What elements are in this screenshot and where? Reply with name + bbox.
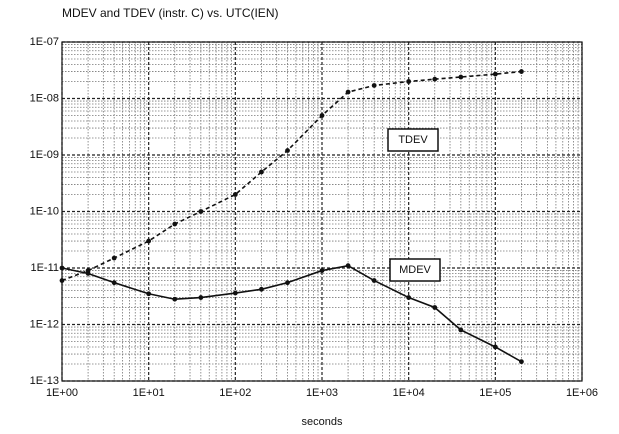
data-point bbox=[146, 291, 152, 297]
data-point bbox=[345, 89, 351, 95]
data-point bbox=[259, 169, 264, 175]
x-tick-label: 1E+02 bbox=[219, 387, 251, 399]
data-point bbox=[111, 280, 117, 286]
y-tick-label: 1E-09 bbox=[30, 149, 59, 161]
x-tick-label: 1E+06 bbox=[566, 387, 598, 399]
y-tick-label: 1E-13 bbox=[30, 375, 59, 387]
x-tick-label: 1E+03 bbox=[306, 387, 338, 399]
data-point bbox=[198, 209, 204, 214]
data-point bbox=[492, 71, 498, 77]
series-label: MDEV bbox=[399, 264, 431, 276]
chart-title: MDEV and TDEV (instr. C) vs. UTC(IEN) bbox=[62, 6, 278, 20]
data-point bbox=[406, 79, 412, 84]
data-point bbox=[59, 278, 65, 283]
plot-frame bbox=[61, 41, 583, 382]
x-tick-label: 1E+01 bbox=[133, 387, 165, 399]
data-point bbox=[85, 268, 91, 273]
data-point bbox=[319, 268, 325, 273]
data-point bbox=[371, 278, 377, 283]
data-point bbox=[432, 76, 438, 82]
series-label: TDEV bbox=[398, 134, 428, 146]
data-point bbox=[232, 192, 238, 197]
data-point bbox=[146, 238, 152, 244]
x-tick-label: 1E+00 bbox=[46, 387, 78, 399]
data-point bbox=[285, 148, 290, 153]
data-point bbox=[111, 255, 117, 261]
data-point bbox=[458, 74, 464, 80]
y-tick-label: 1E-11 bbox=[30, 262, 59, 274]
data-point bbox=[519, 69, 524, 74]
data-point bbox=[432, 305, 438, 310]
data-point bbox=[371, 83, 377, 88]
y-tick-label: 1E-08 bbox=[30, 92, 59, 104]
data-point bbox=[519, 359, 524, 365]
data-point bbox=[319, 113, 325, 118]
data-point bbox=[172, 296, 178, 302]
data-point bbox=[345, 263, 351, 269]
data-point bbox=[232, 290, 238, 296]
x-tick-label: 1E+05 bbox=[479, 387, 511, 399]
data-point bbox=[406, 295, 412, 300]
y-tick-label: 1E-10 bbox=[30, 205, 59, 217]
series-line bbox=[61, 70, 522, 282]
data-point bbox=[285, 280, 290, 286]
data-point bbox=[172, 221, 178, 227]
data-point bbox=[492, 344, 498, 350]
data-point bbox=[59, 265, 65, 271]
data-point bbox=[259, 286, 264, 292]
data-point bbox=[198, 295, 204, 300]
data-point bbox=[458, 327, 464, 333]
y-tick-label: 1E-07 bbox=[30, 36, 59, 48]
x-axis-label: seconds bbox=[302, 416, 343, 428]
series-label-box bbox=[389, 258, 441, 282]
y-tick-label: 1E-12 bbox=[30, 318, 59, 330]
series-label-box bbox=[387, 128, 439, 152]
x-tick-label: 1E+04 bbox=[393, 387, 425, 399]
